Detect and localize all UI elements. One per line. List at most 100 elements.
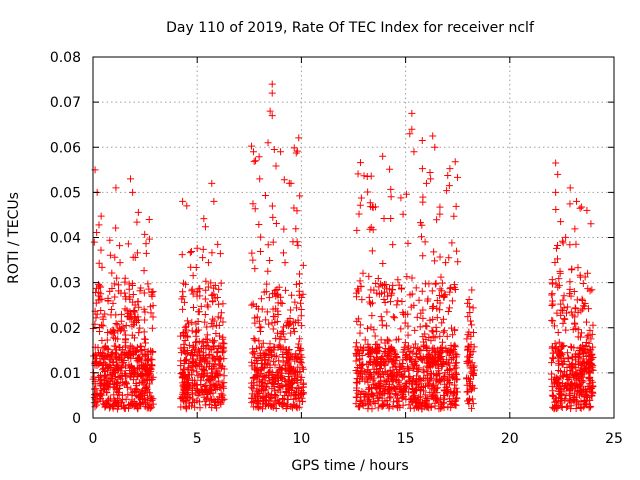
data-point xyxy=(209,338,217,346)
data-point xyxy=(135,355,143,363)
data-point xyxy=(412,284,420,292)
data-point xyxy=(293,207,301,215)
data-point xyxy=(275,283,283,291)
data-point xyxy=(287,329,295,337)
data-point xyxy=(112,224,120,232)
data-point xyxy=(589,388,597,396)
data-point xyxy=(445,304,453,312)
data-point xyxy=(92,314,100,322)
data-point xyxy=(401,383,409,391)
data-point xyxy=(466,380,474,388)
data-point xyxy=(148,361,156,369)
data-point xyxy=(581,300,589,308)
data-point xyxy=(140,328,148,336)
data-point xyxy=(365,272,373,280)
data-point xyxy=(564,349,572,357)
data-point xyxy=(203,389,211,397)
data-point xyxy=(118,391,126,399)
data-point xyxy=(413,398,421,406)
data-point xyxy=(124,240,132,248)
data-point xyxy=(551,258,559,266)
data-point xyxy=(567,396,575,404)
data-point xyxy=(577,404,585,412)
data-point xyxy=(291,298,299,306)
data-point xyxy=(215,321,223,329)
data-point xyxy=(184,317,192,325)
data-point xyxy=(361,393,369,401)
data-point xyxy=(193,338,201,346)
data-point xyxy=(183,202,191,210)
data-point xyxy=(404,322,412,330)
data-point xyxy=(586,352,594,360)
data-point xyxy=(144,280,152,288)
data-point xyxy=(270,146,278,154)
data-point xyxy=(356,277,364,285)
data-point xyxy=(416,219,424,227)
data-point xyxy=(432,279,440,287)
data-point xyxy=(103,389,111,397)
data-point xyxy=(129,188,137,196)
data-point xyxy=(102,361,110,369)
data-point xyxy=(132,348,140,356)
data-point xyxy=(358,373,366,381)
data-point xyxy=(564,373,572,381)
data-point xyxy=(452,384,460,392)
data-point xyxy=(290,144,298,152)
data-point xyxy=(374,346,382,354)
axis-ticks xyxy=(92,56,615,419)
data-point xyxy=(399,210,407,218)
data-point xyxy=(589,321,597,329)
data-point xyxy=(559,239,567,247)
data-point xyxy=(253,344,261,352)
data-point xyxy=(106,404,114,412)
data-point xyxy=(114,281,122,289)
data-point xyxy=(216,354,224,362)
data-point xyxy=(387,355,395,363)
data-point xyxy=(416,323,424,331)
data-point xyxy=(583,333,591,341)
data-point xyxy=(552,188,560,196)
data-point xyxy=(262,396,270,404)
data-point xyxy=(438,279,446,287)
data-point xyxy=(404,239,412,247)
data-point xyxy=(103,336,111,344)
data-point xyxy=(578,379,586,387)
data-point xyxy=(195,308,203,316)
data-point xyxy=(192,381,200,389)
data-point xyxy=(272,220,280,228)
data-point xyxy=(421,391,429,399)
data-point xyxy=(571,313,579,321)
data-point xyxy=(297,312,305,320)
data-point xyxy=(421,238,429,246)
data-point xyxy=(286,315,294,323)
data-point xyxy=(268,202,276,210)
data-point xyxy=(392,389,400,397)
data-point xyxy=(431,280,439,288)
data-point xyxy=(468,359,476,367)
data-point xyxy=(576,204,584,212)
data-point xyxy=(272,405,280,413)
data-point xyxy=(291,376,299,384)
data-point xyxy=(268,80,276,88)
data-point xyxy=(135,393,143,401)
data-point xyxy=(439,360,447,368)
data-point xyxy=(415,296,423,304)
data-point xyxy=(279,351,287,359)
data-point xyxy=(180,365,188,373)
data-point xyxy=(380,383,388,391)
data-point xyxy=(443,332,451,340)
data-point xyxy=(382,356,390,364)
data-point xyxy=(444,388,452,396)
data-point xyxy=(205,385,213,393)
data-point xyxy=(217,400,225,408)
data-point xyxy=(253,360,261,368)
data-point xyxy=(569,353,577,361)
data-point xyxy=(104,328,112,336)
data-point xyxy=(429,354,437,362)
data-point xyxy=(108,330,116,338)
data-point xyxy=(177,362,185,370)
data-point xyxy=(429,315,437,323)
data-point xyxy=(293,238,301,246)
data-point xyxy=(97,290,105,298)
data-point xyxy=(424,395,432,403)
